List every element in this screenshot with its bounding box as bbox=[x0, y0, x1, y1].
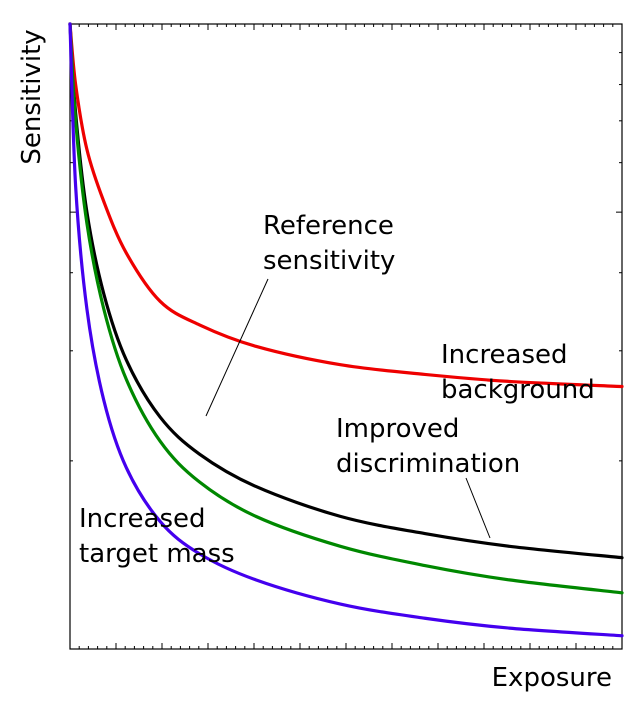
annotation-discrimination-line1: Improved bbox=[336, 414, 459, 444]
annotation-discrimination-line2: discrimination bbox=[336, 449, 520, 479]
series-line-improved-discrimination bbox=[68, 22, 624, 595]
annotation-background-line2: background bbox=[441, 375, 595, 405]
annotation-background-line1: Increased bbox=[441, 340, 568, 370]
annotation-reference-line1: Reference bbox=[263, 211, 394, 241]
annotation-reference-line2: sensitivity bbox=[263, 246, 395, 276]
annotation-target-line1: Increased bbox=[79, 504, 206, 534]
axis-ticks bbox=[70, 24, 622, 649]
series-line-increased-background bbox=[68, 22, 624, 389]
annotation-target-line2: target mass bbox=[79, 539, 235, 569]
series-line-increased-target-mass bbox=[68, 22, 624, 638]
curves bbox=[68, 22, 624, 638]
discrimination-leader-line bbox=[465, 477, 491, 539]
x-axis-label: Exposure bbox=[492, 663, 612, 693]
reference-leader-line bbox=[205, 278, 269, 417]
y-axis-label: Sensitivity bbox=[17, 29, 47, 164]
